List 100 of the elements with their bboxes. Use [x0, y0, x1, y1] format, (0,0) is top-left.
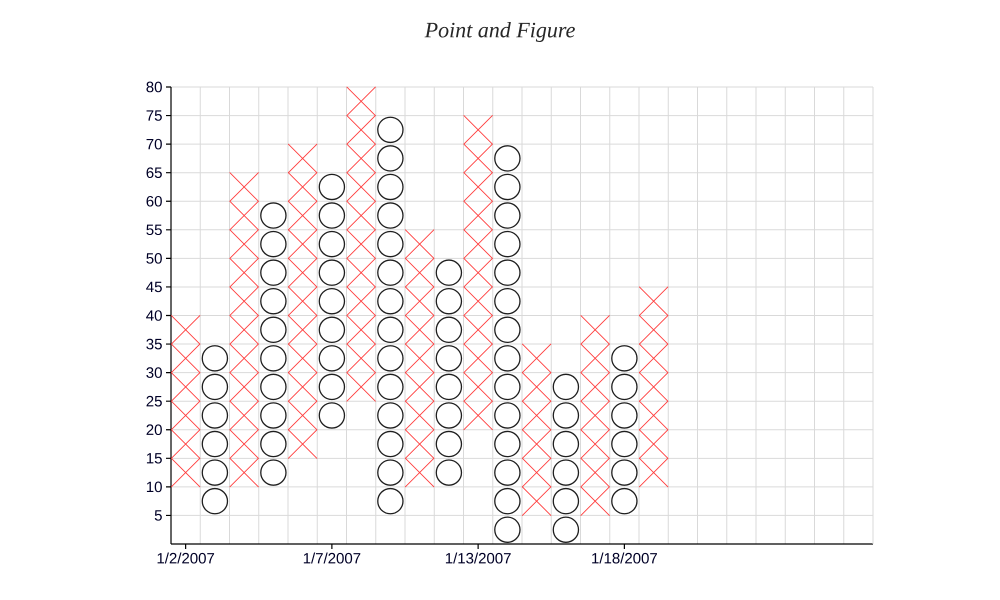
point — [346, 143, 376, 174]
point — [260, 430, 287, 458]
point — [463, 143, 494, 174]
point — [260, 459, 287, 486]
point — [580, 486, 610, 516]
point — [346, 86, 376, 116]
y-tick-label: 50 — [146, 253, 162, 264]
point — [170, 343, 201, 374]
point — [638, 400, 669, 430]
point — [288, 372, 318, 402]
point — [494, 402, 521, 429]
x-tick-label: 1/2/2007 — [158, 552, 214, 564]
point — [463, 372, 494, 402]
point — [318, 288, 346, 314]
point — [436, 288, 462, 314]
point — [611, 459, 638, 486]
point — [229, 314, 260, 345]
y-tick-label: 45 — [146, 282, 162, 292]
point — [580, 458, 610, 488]
point — [288, 200, 318, 230]
point — [202, 345, 228, 372]
x-tick-label: 1/13/2007 — [446, 552, 511, 564]
point — [288, 314, 318, 345]
point — [580, 343, 610, 374]
point — [463, 200, 494, 230]
point — [436, 345, 462, 372]
point — [494, 145, 521, 172]
point — [318, 174, 346, 200]
point — [318, 316, 346, 344]
point — [346, 343, 376, 374]
point — [346, 286, 376, 316]
point — [229, 372, 260, 402]
point — [494, 345, 521, 372]
point — [494, 259, 521, 286]
point — [494, 288, 521, 314]
point — [377, 259, 404, 286]
point — [436, 259, 462, 286]
point — [170, 372, 201, 402]
point — [318, 345, 346, 372]
point — [611, 402, 638, 429]
point — [318, 402, 346, 429]
point — [377, 202, 404, 229]
point — [202, 488, 228, 514]
point — [611, 488, 638, 514]
point — [436, 459, 462, 486]
point — [404, 258, 435, 288]
point — [318, 202, 346, 229]
point — [260, 230, 287, 258]
point — [522, 486, 552, 516]
point — [580, 400, 610, 430]
point — [377, 145, 404, 172]
y-tick-label: 25 — [146, 396, 162, 406]
point — [170, 458, 201, 488]
y-tick-label: 20 — [146, 424, 162, 436]
point — [552, 374, 580, 400]
point — [377, 288, 404, 314]
point — [404, 343, 435, 374]
point — [611, 345, 638, 372]
point — [463, 114, 494, 145]
point — [436, 402, 462, 429]
point — [638, 429, 669, 459]
point — [170, 400, 201, 430]
point — [202, 430, 228, 458]
point — [288, 258, 318, 288]
point — [377, 230, 404, 258]
point — [288, 229, 318, 260]
point — [552, 402, 580, 429]
y-tick-label: 30 — [146, 367, 162, 378]
point — [377, 316, 404, 344]
point — [494, 459, 521, 486]
point — [404, 229, 435, 260]
point — [170, 429, 201, 459]
point — [494, 174, 521, 200]
point — [580, 314, 610, 345]
point — [229, 229, 260, 260]
point — [346, 314, 376, 345]
point — [552, 488, 580, 514]
y-tick-label: 65 — [146, 167, 162, 178]
point — [463, 400, 494, 430]
point — [436, 374, 462, 400]
x-tick-label: 1/18/2007 — [592, 552, 657, 564]
point — [463, 286, 494, 316]
y-tick-label: 5 — [154, 510, 162, 521]
y-tick-label: 60 — [146, 196, 162, 207]
point — [229, 258, 260, 288]
point — [494, 202, 521, 229]
point — [463, 172, 494, 202]
y-tick-label: 35 — [146, 338, 162, 350]
point — [288, 400, 318, 430]
point — [522, 343, 552, 374]
y-tick-label: 80 — [146, 82, 162, 92]
point — [260, 259, 287, 286]
point — [377, 345, 404, 372]
point — [436, 316, 462, 344]
point — [288, 172, 318, 202]
point — [522, 400, 552, 430]
point — [611, 374, 638, 400]
point — [404, 458, 435, 488]
point — [404, 372, 435, 402]
point — [377, 374, 404, 400]
